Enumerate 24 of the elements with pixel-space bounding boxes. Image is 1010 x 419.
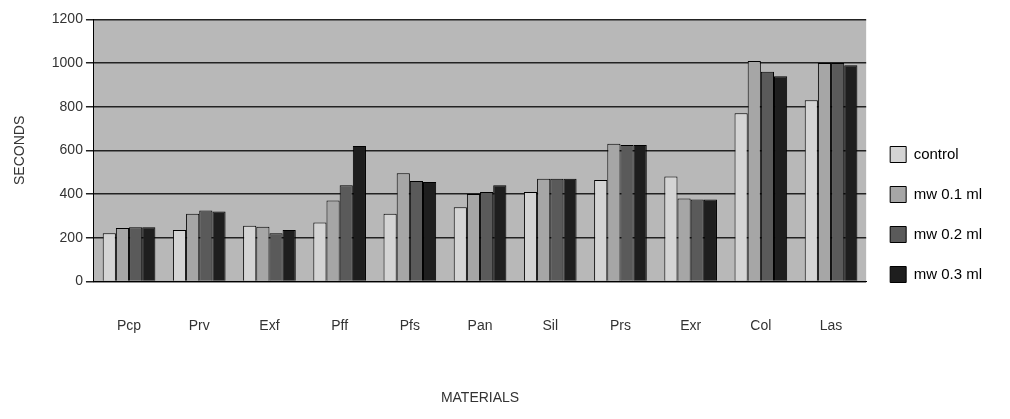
x-tick-label: Exr bbox=[680, 316, 702, 333]
x-tick-label: Pan bbox=[467, 316, 493, 333]
x-tick-label: Pff bbox=[331, 316, 349, 333]
y-axis-title: SECONDS bbox=[11, 115, 28, 186]
y-tick-label: 1000 bbox=[51, 53, 84, 70]
x-tick-label: Las bbox=[819, 316, 843, 333]
x-tick-label: Prs bbox=[609, 316, 631, 333]
x-tick-label: Exf bbox=[259, 316, 280, 333]
x-tick-label: Sil bbox=[542, 316, 559, 333]
legend-label: mw 0.1 ml bbox=[913, 184, 982, 202]
x-tick-label: Pcp bbox=[116, 316, 142, 333]
y-tick-label: 1200 bbox=[51, 10, 84, 27]
x-axis-title: MATERIALS bbox=[440, 389, 520, 406]
y-tick-label: 200 bbox=[59, 228, 84, 245]
legend-label: mw 0.3 ml bbox=[913, 264, 982, 282]
y-tick-label: 0 bbox=[75, 272, 84, 289]
legend-label: control bbox=[913, 144, 959, 162]
y-tick-label: 600 bbox=[59, 141, 84, 158]
y-tick-label: 800 bbox=[59, 97, 84, 114]
y-tick-label: 400 bbox=[59, 184, 84, 201]
x-tick-label: Col bbox=[750, 316, 772, 333]
legend-label: mw 0.2 ml bbox=[913, 224, 982, 242]
x-tick-label: Prv bbox=[188, 316, 210, 333]
x-tick-label: Pfs bbox=[399, 316, 420, 333]
